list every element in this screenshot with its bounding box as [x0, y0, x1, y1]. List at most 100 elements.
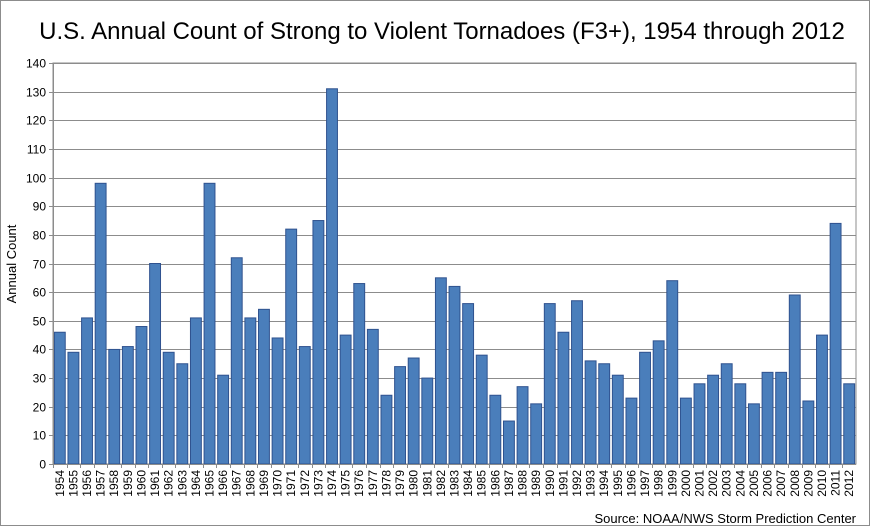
- source-note: Source: NOAA/NWS Storm Prediction Center: [594, 511, 856, 526]
- bar-1972: [298, 346, 311, 465]
- x-tick-label: 1970: [271, 470, 285, 497]
- y-tick-label: 30: [33, 372, 47, 386]
- x-tick-label: 1967: [230, 470, 244, 497]
- x-tick-label: 2003: [720, 470, 734, 497]
- x-tick-label: 2001: [692, 470, 706, 497]
- x-tick-label: 1985: [475, 470, 489, 497]
- bar-2005: [747, 403, 760, 465]
- bar-1981: [421, 377, 434, 465]
- x-tick-label: 1973: [311, 470, 325, 497]
- x-tick-label: 1962: [162, 470, 176, 497]
- bar-1975: [339, 334, 352, 465]
- x-tick-label: 1988: [516, 470, 530, 497]
- bar-1967: [230, 257, 243, 465]
- x-tick-label: 1957: [94, 470, 108, 497]
- bar-1961: [149, 263, 162, 465]
- x-tick-labels: 1954 1955 1956 1957 1958 1959 1960 1961 1962 1963…: [53, 470, 856, 497]
- x-tick-label: 1978: [379, 470, 393, 497]
- y-axis-label: Annual Count: [4, 224, 19, 303]
- y-tick-label: 0: [39, 458, 46, 472]
- x-tick-label: 1960: [134, 470, 148, 497]
- x-tick-label: 1977: [366, 470, 380, 497]
- bar-1966: [217, 374, 230, 465]
- x-tick-label: 1971: [284, 470, 298, 497]
- bar-1965: [203, 182, 216, 465]
- y-tick-label: 60: [33, 286, 47, 300]
- x-tick-label: 1994: [597, 470, 611, 497]
- x-tick-label: 1976: [352, 470, 366, 497]
- x-tick-label: 1959: [121, 470, 135, 497]
- bar-1987: [502, 420, 515, 465]
- bar-2010: [816, 334, 828, 465]
- bar-1993: [584, 360, 597, 465]
- x-tick-label: 1983: [448, 470, 462, 497]
- x-tick-label: 1984: [461, 470, 475, 497]
- x-tick-label: 1964: [189, 470, 203, 497]
- y-tick-label: 10: [33, 429, 47, 443]
- y-tick-labels: 0 10 20 30 40 50 60 70 80 90 100 110 120 130 140: [26, 57, 46, 472]
- x-tick-label: 2012: [842, 470, 856, 497]
- y-tick-label: 20: [33, 401, 47, 415]
- bar-1976: [353, 283, 366, 465]
- bar-1999: [666, 280, 679, 465]
- y-tick-label: 40: [33, 343, 47, 357]
- y-tick-label: 140: [26, 57, 46, 71]
- chart-title: U.S. Annual Count of Strong to Violent T…: [39, 18, 845, 45]
- bar-2000: [679, 397, 692, 465]
- bar-2012: [843, 383, 856, 465]
- y-tick-label: 120: [26, 114, 46, 128]
- x-tick-label: 2011: [829, 470, 843, 496]
- x-tick-label: 1963: [175, 470, 189, 497]
- y-tick-label: 80: [33, 229, 47, 243]
- bar-2001: [693, 383, 706, 465]
- x-tick-label: 2008: [788, 470, 802, 497]
- y-tick-label: 130: [26, 86, 46, 100]
- x-tick-label: 1991: [556, 470, 570, 497]
- x-tick-label: 1965: [203, 470, 217, 497]
- x-tick-label: 1958: [107, 470, 121, 497]
- bar-2004: [734, 383, 747, 465]
- x-tick-label: 1997: [638, 470, 652, 497]
- y-tick-label: 90: [33, 200, 47, 214]
- y-tick-label: 110: [27, 143, 46, 157]
- bar-1956: [81, 317, 93, 465]
- bar-1980: [407, 357, 420, 465]
- x-tick-label: 2004: [733, 470, 747, 497]
- bar-1968: [244, 317, 257, 465]
- bar-1996: [625, 397, 638, 465]
- x-tick-label: 1954: [53, 470, 67, 497]
- bar-2003: [720, 363, 733, 465]
- x-tick-label: 1974: [325, 470, 339, 497]
- x-tick-label: 1981: [420, 470, 434, 497]
- x-tick-label: 1993: [584, 470, 598, 497]
- bar-1970: [271, 337, 284, 465]
- bar-1992: [571, 300, 583, 465]
- bar-1955: [67, 351, 80, 465]
- bar-1954: [53, 331, 66, 465]
- y-tick-label: 100: [26, 172, 46, 186]
- x-tick-label: 1998: [652, 470, 666, 497]
- x-tick-label: 1992: [570, 470, 584, 497]
- bar-1977: [366, 328, 379, 465]
- bar-1997: [639, 351, 651, 465]
- bar-1973: [312, 220, 325, 465]
- bar-1963: [176, 363, 189, 465]
- bar-2007: [775, 371, 788, 465]
- x-tick-label: 1956: [80, 470, 94, 497]
- bar-1982: [434, 277, 447, 465]
- bar-1969: [258, 308, 270, 465]
- x-tick-label: 1999: [665, 470, 679, 497]
- bar-1957: [94, 182, 107, 465]
- x-tick-label: 1979: [393, 470, 407, 497]
- bar-2008: [788, 294, 801, 465]
- x-tick-label: 1989: [529, 470, 543, 497]
- bar-2006: [761, 371, 774, 465]
- bar-1983: [448, 285, 461, 465]
- bar-2011: [829, 222, 842, 465]
- bar-1988: [516, 386, 529, 465]
- x-tick-label: 1972: [298, 470, 312, 497]
- bar-1990: [543, 303, 556, 465]
- y-tick-label: 50: [33, 315, 47, 329]
- bar-1991: [557, 331, 570, 465]
